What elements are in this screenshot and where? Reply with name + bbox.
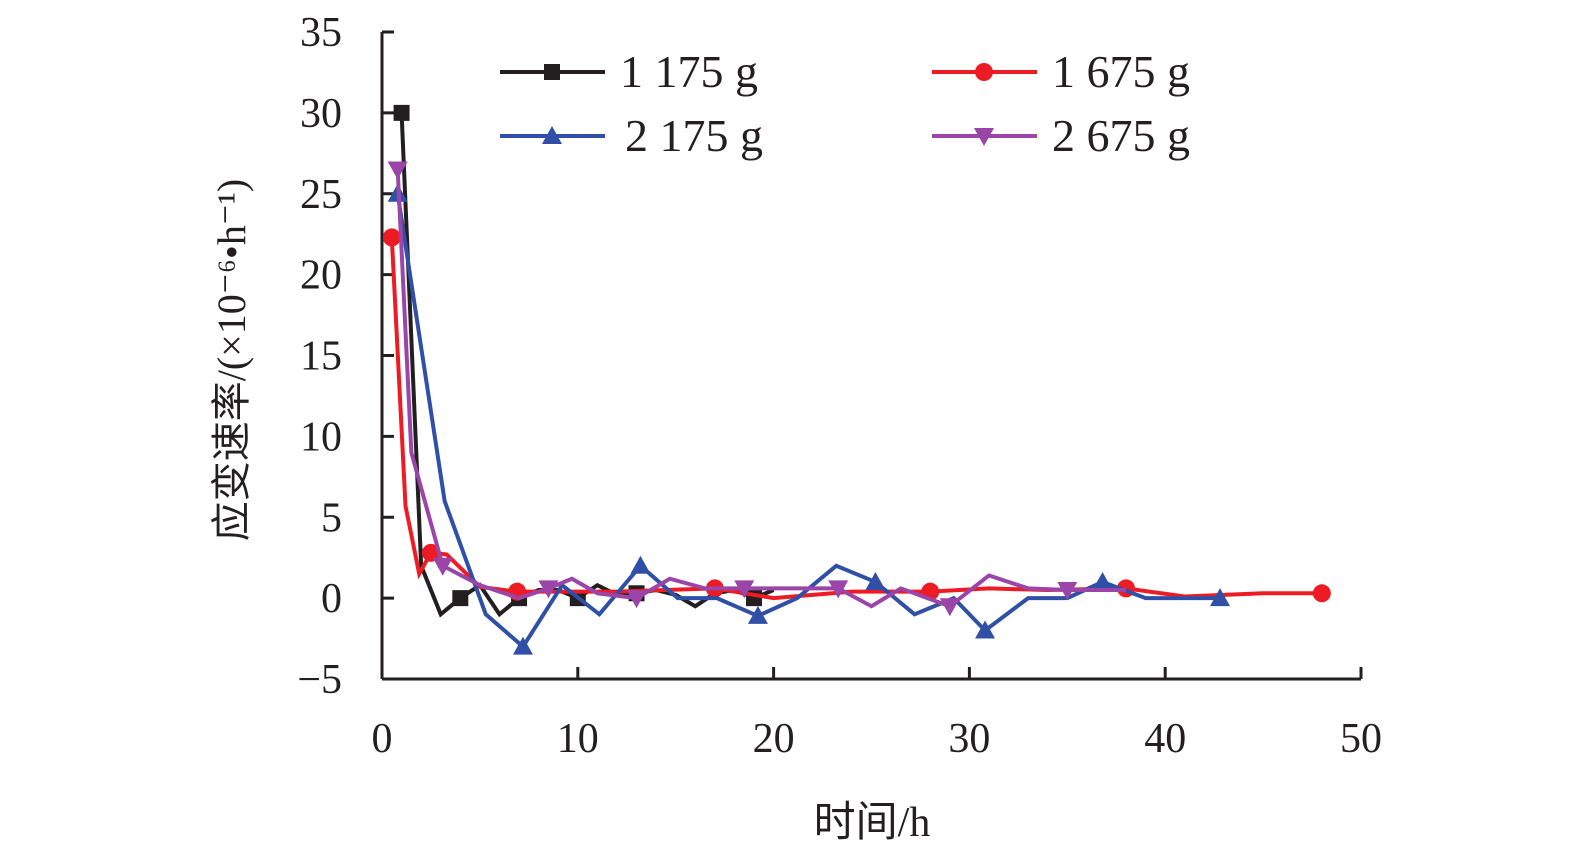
series-1175g	[393, 104, 775, 618]
axes: −5 0 5 10 15 20 25 30 35 0 10 20 30 40 50	[297, 10, 1382, 762]
data-point-2675g	[432, 557, 453, 576]
data-point-2175g	[1210, 588, 1231, 607]
data-point-2175g	[975, 620, 996, 639]
y-tick-label: −5	[297, 657, 342, 703]
legend-marker	[974, 128, 994, 146]
y-tick-label: 20	[300, 253, 342, 299]
data-point-2175g	[747, 605, 768, 624]
legend-item: 2 675 g	[932, 110, 1190, 161]
data-point-2675g	[939, 598, 960, 617]
y-tick-label: 0	[321, 576, 342, 622]
data-point-2175g	[512, 636, 533, 655]
data-point-2175g	[1092, 571, 1113, 590]
data-point-2175g	[630, 555, 651, 574]
series-line-2675g	[395, 169, 1127, 609]
legend-item: 2 175 g	[500, 110, 763, 161]
data-point-2675g	[1057, 582, 1078, 601]
legend-label: 1 175 g	[620, 46, 758, 97]
series-group	[382, 104, 1331, 655]
legend-item: 1 175 g	[500, 46, 758, 97]
data-point-2675g	[828, 580, 849, 599]
y-tick-label: 15	[300, 334, 342, 380]
data-point-1175g	[393, 104, 410, 121]
series-1675g	[382, 228, 1331, 603]
data-point-2675g	[538, 580, 559, 599]
y-tick-label: 30	[300, 91, 342, 137]
legend-label: 2 675 g	[1052, 110, 1190, 161]
data-point-2675g	[626, 590, 647, 609]
series-line-2175g	[395, 193, 1221, 650]
data-point-1175g	[452, 590, 469, 607]
x-tick-label: 0	[372, 716, 393, 762]
x-tick-label: 40	[1144, 716, 1186, 762]
x-axis-label: 时间/h	[814, 800, 931, 846]
series-2675g	[387, 161, 1127, 617]
data-point-1675g	[421, 543, 440, 562]
y-tick-label: 10	[300, 414, 342, 460]
x-tick-label: 10	[557, 716, 599, 762]
x-tick-label: 20	[753, 716, 795, 762]
legend-marker	[542, 126, 562, 144]
legend-item: 1 675 g	[932, 46, 1190, 97]
data-point-2175g	[865, 571, 886, 590]
x-tick-label: 50	[1340, 716, 1382, 762]
data-point-2675g	[734, 580, 755, 599]
legend-marker	[975, 63, 993, 81]
y-tick-label: 35	[300, 10, 342, 56]
legend: 1 175 g 1 675 g 2 175 g 2 675 g	[500, 46, 1190, 161]
data-point-2675g	[387, 161, 408, 180]
y-axis-label: 应变速率/(×10⁻⁶•h⁻¹)	[209, 179, 254, 541]
series-line-1675g	[389, 237, 1322, 601]
legend-label: 1 675 g	[1052, 46, 1190, 97]
legend-label: 2 175 g	[625, 110, 763, 161]
data-point-1675g	[382, 228, 401, 247]
y-tick-label: 25	[300, 172, 342, 218]
x-tick-label: 30	[948, 716, 990, 762]
y-tick-label: 5	[321, 495, 342, 541]
data-point-1675g	[1312, 584, 1331, 603]
legend-marker	[544, 64, 560, 80]
